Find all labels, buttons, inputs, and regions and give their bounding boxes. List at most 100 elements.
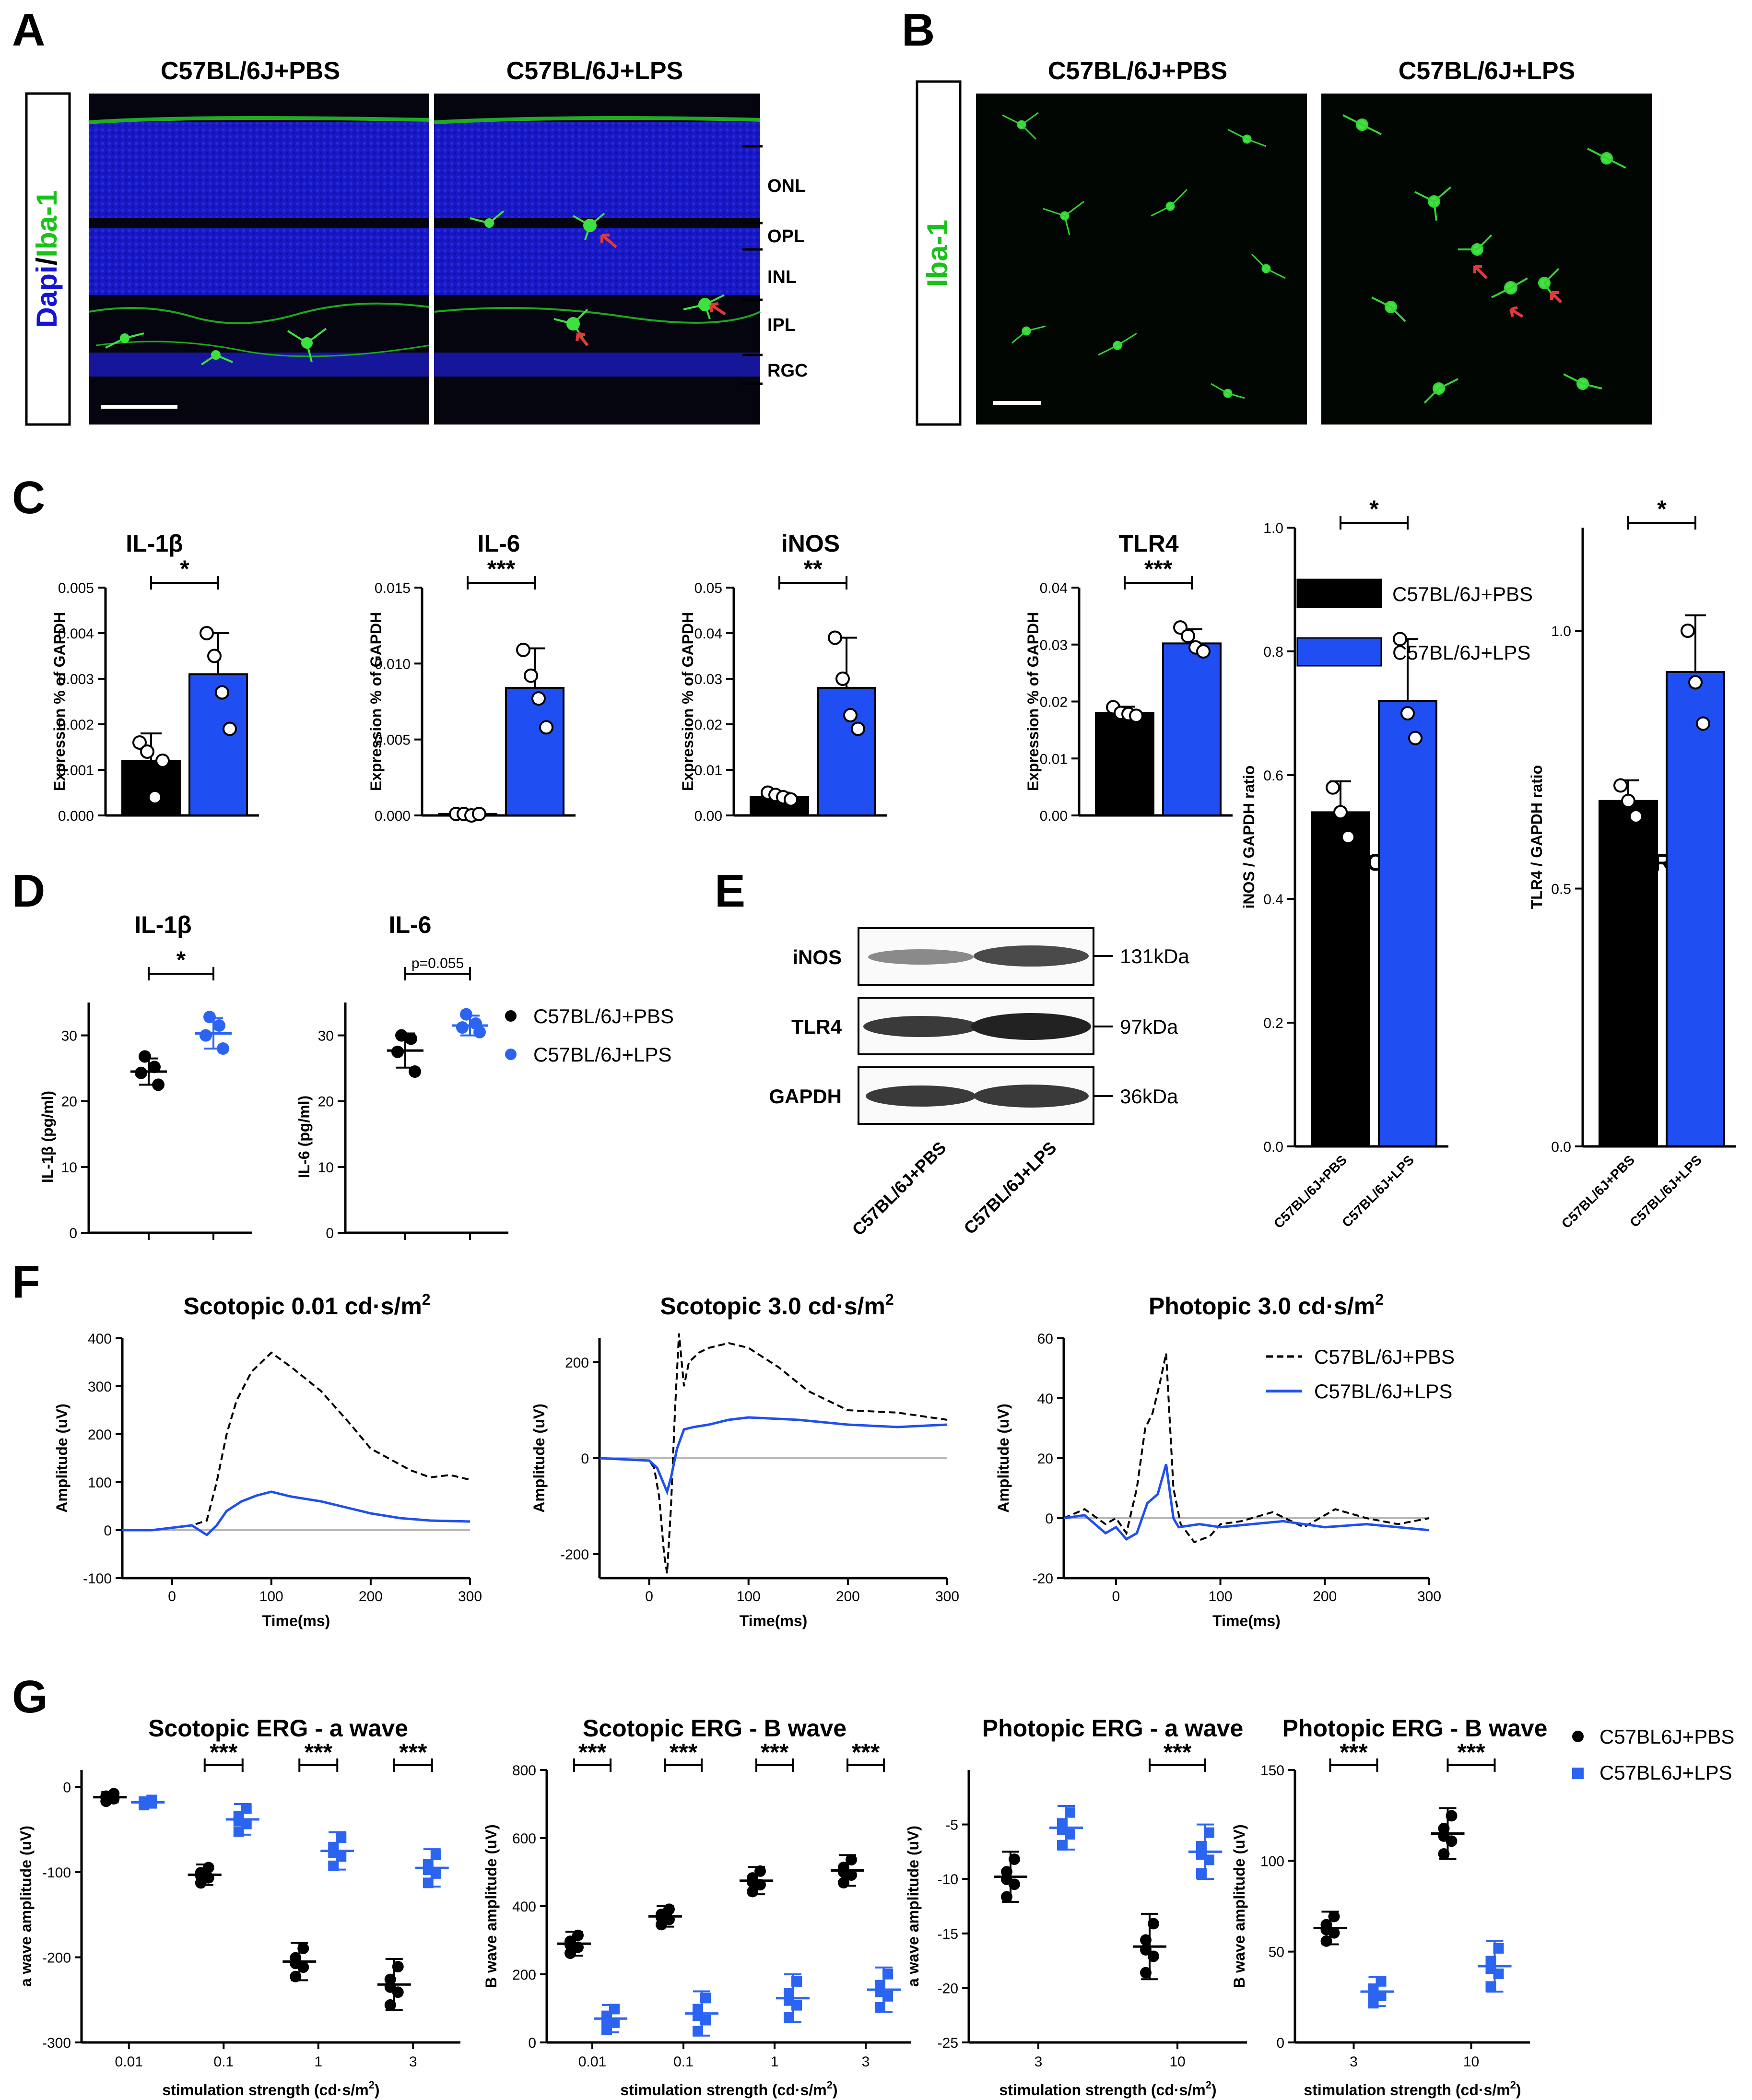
legend-label-lps-g: C57BL6J+LPS [1599,1761,1732,1784]
x-tick-label: 3 [862,2054,870,2070]
y-tick-label: 20 [1037,1451,1053,1467]
panel-b: Iba-1 C57BL/6J+PBS C57BL/6J+LPS [916,57,1652,426]
y-tick-label: 150 [1260,1763,1284,1779]
panel-letter-a: A [12,4,45,56]
chart-title: Scotopic 0.01 cd·s/m2 [183,1291,430,1320]
data-point [1393,632,1407,647]
y-tick-label: -200 [42,1950,71,1966]
data-point [1485,1981,1496,1992]
C-iNOS-y-tick-label: 0.03 [694,672,722,687]
y-tick-label: 200 [512,1967,536,1983]
data-point [140,744,154,759]
data-point [1341,830,1355,844]
y-tick-label: 400 [512,1899,536,1915]
x-axis-label: Time(ms) [1212,1612,1281,1629]
data-point [516,642,530,657]
x-tick-label: 200 [1313,1589,1337,1604]
C-IL6-y-tick-label: 0.000 [375,808,411,824]
D-IL6-y-tick-label: 30 [318,1028,334,1044]
data-point [1408,731,1423,745]
legend-label-lps-f: C57BL/6J+LPS [1314,1380,1452,1403]
bar [1666,671,1725,1147]
y-tick-label: 600 [512,1831,536,1847]
significance-label: p=0.055 [412,956,464,971]
y-tick-label: 50 [1269,1945,1284,1960]
E-TLR4-y-tick-label: 1.0 [1551,624,1571,639]
chart-F-scot001: Scotopic 0.01 cd·s/m2 -100 0 100 200 300 400 0 1… [53,1291,482,1629]
data-point [784,792,798,807]
legend-label-pbs: C57BL/6J+PBS [1392,583,1533,605]
data-point [328,1860,339,1871]
data-point [828,630,842,645]
chart-title: IL-1β [126,530,183,557]
x-axis-label: stimulation strength (cd·s/m2) [999,2079,1216,2099]
data-point [473,1026,486,1038]
significance-label: *** [399,1739,427,1766]
data-point [1196,1841,1207,1852]
y-tick-label: -25 [938,2035,958,2051]
y-tick-label: -20 [1033,1571,1053,1587]
data-point [1688,675,1703,690]
data-point [1621,793,1635,808]
significance-label: *** [1144,555,1173,582]
chart-G-scot-a: Scotopic ERG - a wave -300 -200 -100 0 a wave… [17,1715,460,2099]
data-point [213,1019,225,1032]
data-point [791,1976,802,1987]
chart-G-scot-b: Scotopic ERG - B wave 0 200 400 600 800 B wave… [482,1715,911,2099]
significance-label: * [1657,496,1667,522]
data-point [1376,1976,1387,1987]
y-tick-label: -5 [945,1817,958,1833]
y-axis-label: B wave amplitude (uV) [482,1824,500,1988]
data-point [700,1993,711,2004]
panel-letter-e: E [715,865,745,917]
y-axis-label: IL-6 (pg/ml) [295,1096,313,1178]
chart-title: Photopic 3.0 cd·s/m2 [1149,1291,1384,1320]
bar [1311,811,1370,1147]
y-tick-label: -300 [42,2035,71,2051]
data-point [472,806,486,821]
y-axis-label: B wave amplitude (uV) [1231,1824,1248,1988]
y-axis-label: a wave amplitude (uV) [17,1826,35,1987]
x-tick-label: 300 [1417,1589,1441,1604]
x-tick-label: 0 [168,1589,176,1604]
microglia-image-lps [1321,94,1652,425]
D-IL6-y-tick-label: 20 [318,1094,334,1110]
panel-b-label-box [916,80,962,426]
data-point [1204,1827,1214,1838]
data-point [405,1032,417,1045]
E-iNOS-y-tick-label: 0.4 [1263,892,1283,908]
chart-title: Photopic ERG - a wave [982,1715,1244,1742]
chart-D-IL6: IL-6 0 10 20 30 IL-6 (pg/ml) p=0.055 [295,911,508,1241]
D-IL1b-y-tick-label: 0 [69,1226,77,1241]
y-tick-label: 100 [88,1475,112,1491]
y-tick-label: 0 [1045,1511,1053,1527]
C-IL6-y-tick-label: 0.015 [375,580,411,596]
chart-G-phot-a: Photopic ERG - a wave -25 -20 -15 -10 -5 a wav… [905,1715,1247,2099]
panel-c-legend: C57BL/6J+PBS C57BL/6J+LPS [1296,578,1533,667]
y-tick-label: 0 [104,1523,112,1539]
bar [1378,700,1437,1147]
C-IL1b-y-tick-label: 0.004 [58,626,94,642]
data-point [1065,1807,1075,1818]
y-tick-label: 0 [1276,2035,1284,2051]
y-axis-label: Expression % of GAPDH [367,612,385,791]
x-category-label: C57BL/6J+PBS [1271,1152,1350,1231]
data-point [851,721,865,736]
arrows-microglia-a [576,234,726,346]
data-point [531,691,546,706]
layer-ticks [742,145,763,385]
x-tick-label: 100 [1209,1589,1233,1604]
chart-title: Scotopic ERG - B wave [583,1715,847,1742]
x-category-label: C57BL/6J+LPS [1339,1152,1417,1230]
significance-label: *** [578,1739,607,1766]
y-tick-label: 0 [581,1451,589,1467]
y-tick-label: 300 [88,1379,112,1395]
data-point [1196,644,1211,659]
y-tick-label: -200 [560,1547,589,1563]
layer-onl: ONL [767,176,806,196]
bar [121,760,181,816]
chart-C-TLR4: TLR4 0.00 0.01 0.02 0.03 0.04 Expression % of … [1024,530,1233,824]
y-tick-label: 40 [1037,1391,1053,1407]
significance-label: *** [670,1739,698,1766]
